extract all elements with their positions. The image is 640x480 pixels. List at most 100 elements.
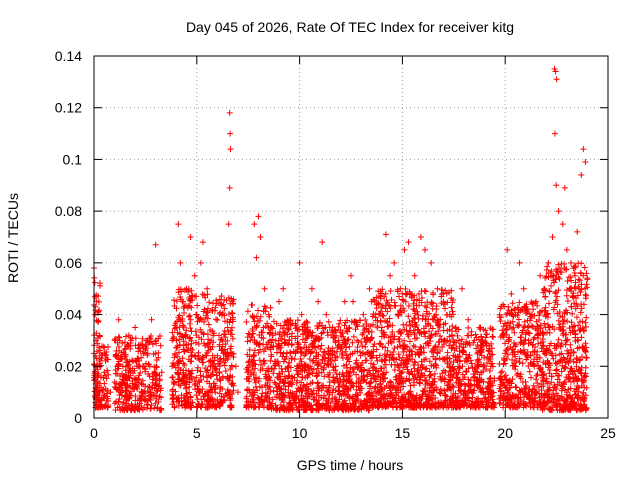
data-point	[175, 365, 182, 372]
data-point	[582, 319, 589, 326]
data-point	[191, 381, 198, 388]
data-point	[296, 259, 303, 266]
data-point	[299, 373, 306, 380]
data-point	[448, 304, 455, 311]
data-point	[376, 352, 383, 359]
data-point	[344, 337, 351, 343]
data-point	[369, 393, 376, 400]
data-point	[575, 337, 582, 344]
data-point	[186, 320, 193, 327]
data-point	[329, 352, 336, 359]
data-point	[410, 342, 417, 349]
data-point	[196, 379, 203, 386]
data-point	[387, 288, 394, 295]
data-point	[213, 316, 220, 323]
data-point	[321, 373, 328, 380]
data-point	[212, 385, 219, 392]
data-point	[307, 380, 314, 387]
data-point	[406, 352, 413, 359]
data-point	[575, 276, 582, 283]
data-point	[132, 382, 139, 389]
data-point	[435, 399, 442, 406]
data-point	[423, 304, 430, 311]
data-point	[247, 390, 254, 397]
data-point	[422, 333, 429, 340]
data-point	[405, 313, 412, 320]
data-point	[303, 383, 310, 390]
data-point	[294, 371, 301, 378]
data-point	[346, 324, 353, 331]
data-point	[149, 373, 156, 380]
data-point	[402, 394, 409, 401]
data-point	[230, 350, 237, 357]
data-point	[573, 314, 580, 321]
data-point	[297, 356, 304, 363]
data-point	[388, 296, 395, 303]
data-point	[391, 366, 398, 373]
chart-title: Day 045 of 2026, Rate Of TEC Index for r…	[186, 19, 514, 35]
data-point	[98, 362, 105, 369]
data-point	[384, 347, 391, 354]
data-point	[448, 287, 455, 294]
data-point	[222, 368, 229, 375]
data-point	[185, 302, 192, 309]
data-point	[289, 375, 296, 382]
data-point	[421, 287, 428, 294]
data-point	[203, 388, 210, 395]
data-point	[156, 407, 163, 414]
data-point	[244, 387, 251, 394]
data-point	[323, 400, 330, 407]
data-point	[405, 239, 412, 246]
data-point	[403, 291, 410, 298]
data-point	[489, 334, 496, 341]
data-point	[121, 346, 128, 353]
data-point	[195, 314, 202, 321]
data-point	[344, 317, 351, 324]
data-point	[388, 390, 395, 397]
data-point	[533, 372, 540, 379]
data-point	[583, 354, 590, 361]
data-point	[105, 397, 112, 404]
data-point	[344, 364, 351, 371]
data-point	[148, 316, 155, 323]
data-point	[387, 272, 394, 279]
data-point	[308, 407, 315, 414]
data-point	[116, 381, 123, 388]
data-point	[126, 375, 133, 382]
data-point	[549, 234, 556, 240]
data-point	[360, 311, 367, 318]
data-point	[119, 370, 126, 377]
data-point	[414, 311, 421, 318]
data-point	[300, 382, 307, 389]
data-point	[183, 327, 190, 334]
x-tick-labels: 0 5 10 15 20 25	[90, 425, 616, 441]
data-point	[92, 404, 99, 411]
data-point	[292, 335, 299, 342]
data-point	[319, 239, 326, 246]
data-point	[564, 278, 571, 285]
data-point	[350, 366, 357, 373]
data-point	[343, 344, 350, 351]
data-point	[405, 369, 412, 376]
data-point	[204, 340, 211, 347]
data-point	[193, 403, 200, 410]
data-point	[101, 380, 108, 387]
data-point	[386, 315, 393, 322]
data-point	[269, 336, 276, 343]
data-point	[310, 366, 317, 373]
data-point	[517, 334, 524, 341]
data-point	[250, 351, 257, 358]
data-point	[337, 346, 344, 353]
data-point	[297, 345, 304, 352]
data-point	[313, 372, 320, 379]
data-point	[370, 375, 377, 382]
data-point	[115, 360, 122, 367]
data-point	[379, 371, 386, 378]
data-point	[276, 395, 283, 402]
data-point	[257, 313, 264, 320]
data-point	[312, 344, 319, 351]
data-point	[187, 234, 194, 240]
data-point	[200, 330, 207, 337]
data-point	[169, 337, 176, 344]
data-point	[138, 397, 145, 404]
